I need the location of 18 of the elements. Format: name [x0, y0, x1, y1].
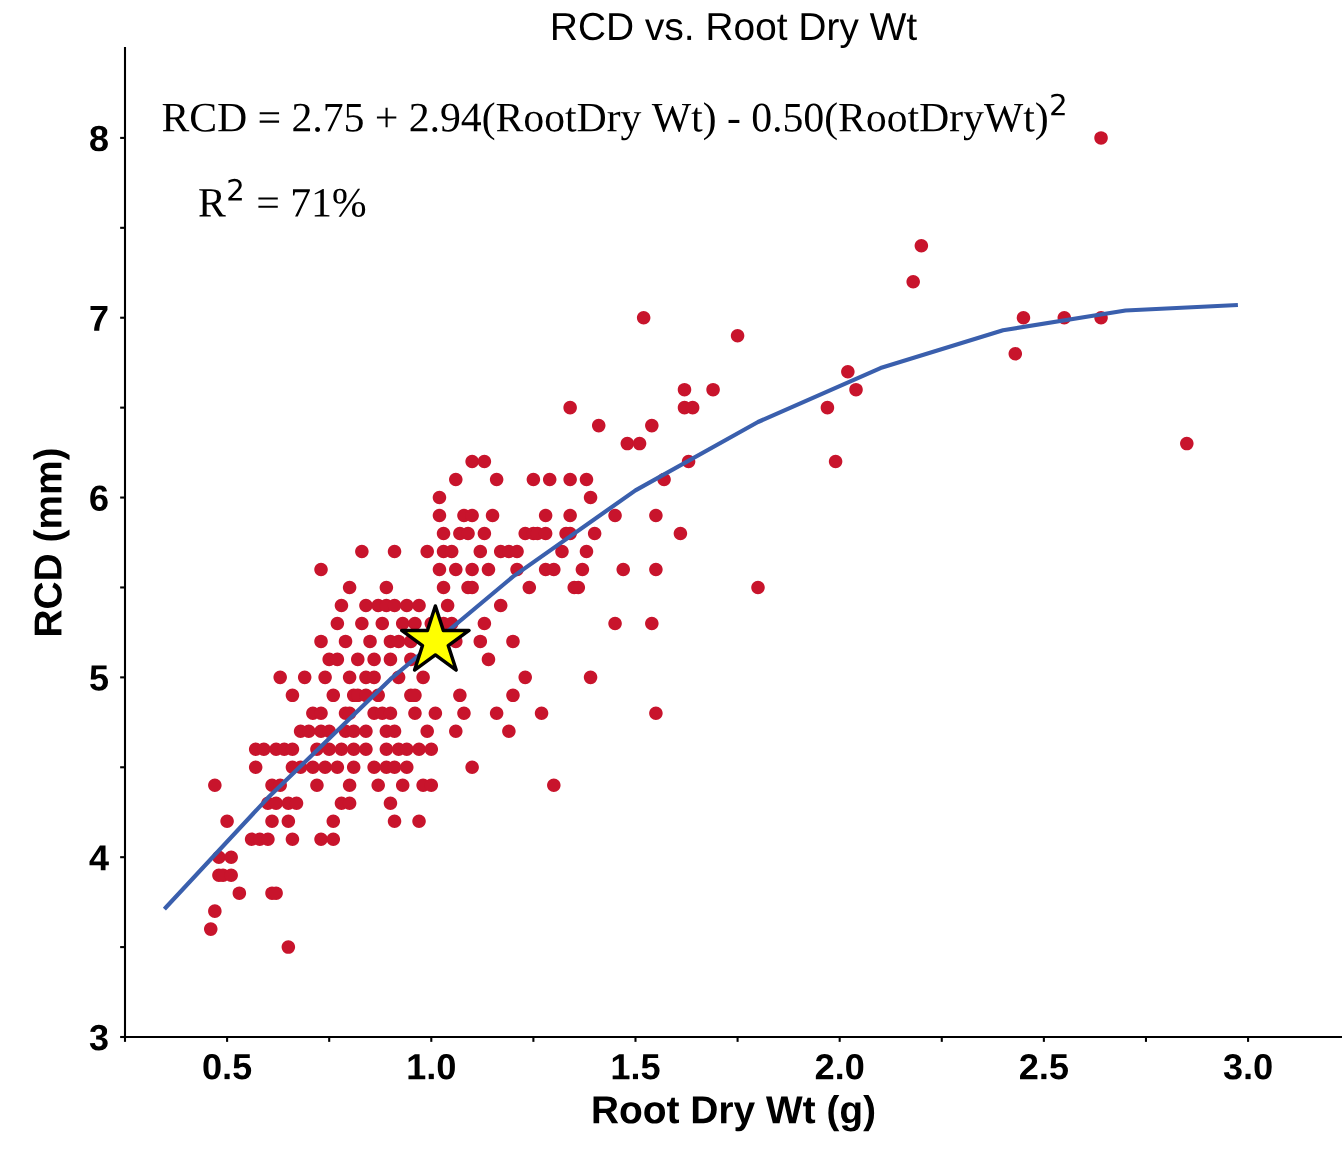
annotation: RCD = 2.75 + 2.94(RootDry Wt) - 0.50(RootDryWt)$^{2}$: [162, 93, 1065, 141]
y-tick-label: 7: [90, 305, 108, 331]
y-tick-label: 6: [90, 485, 108, 511]
x-tick-label: 1.5: [612, 1054, 660, 1080]
x-tick-label: 2.0: [815, 1053, 864, 1080]
x-tick-label: 2.5: [1020, 1053, 1068, 1080]
x-tick-label: 3.0: [1223, 1053, 1272, 1080]
chart-title: RCD vs. Root Dry Wt: [553, 12, 917, 48]
x-tick-label: 1.0: [408, 1053, 455, 1080]
x-tick-label: 0.5: [203, 1053, 252, 1080]
y-axis-title: RCD (mm): [33, 449, 70, 635]
x-axis-title: Root Dry Wt (g): [593, 1094, 875, 1132]
y-tick-label: 4: [89, 845, 109, 871]
annotation: R$^{2}$ = 71%: [199, 178, 366, 217]
y-tick-label: 8: [90, 125, 108, 152]
y-tick-label: 3: [89, 1024, 108, 1051]
y-tick-label: 5: [90, 665, 109, 691]
line-series: [163, 303, 1238, 910]
